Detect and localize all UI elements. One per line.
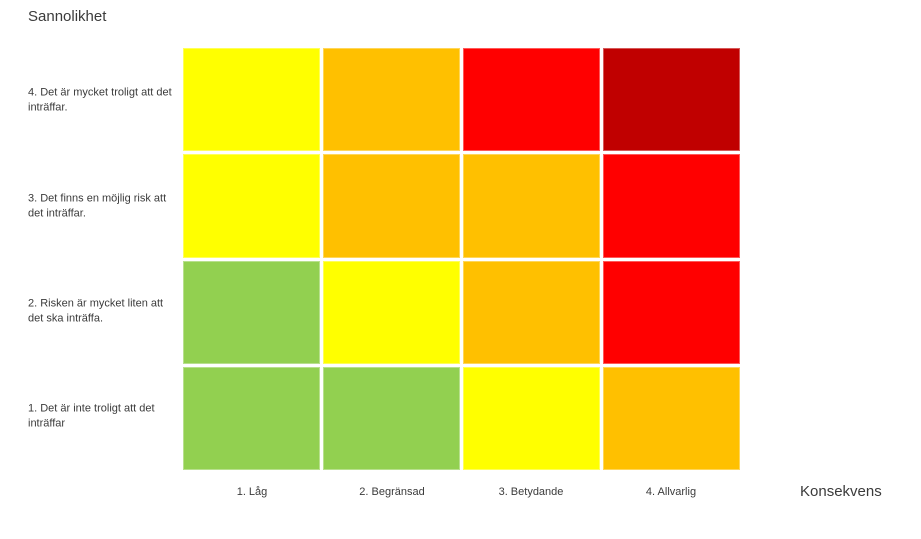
matrix-cell-prob3-cons1 [183, 154, 320, 258]
col-label-consequence-2: 2. Begränsad [359, 486, 425, 498]
col-label-consequence-1: 1. Låg [236, 486, 268, 498]
row-label-probability-4: 4. Det är mycket troligt att det inträff… [28, 86, 172, 114]
matrix-cell-prob4-cons2 [323, 48, 460, 152]
matrix-cell-prob2-cons2 [323, 260, 460, 364]
matrix-cell-prob2-cons1 [183, 260, 320, 364]
matrix-cell-prob1-cons2 [323, 366, 460, 470]
matrix-cell-prob1-cons1 [183, 366, 320, 470]
row-label-probability-1: 1. Det är inte troligt att det inträffar [28, 402, 155, 430]
row-label-probability-2: 2. Risken är mycket liten att det ska in… [28, 297, 164, 325]
matrix-cell-prob4-cons1 [183, 48, 320, 152]
matrix-cell-prob1-cons4 [603, 366, 740, 470]
col-label-consequence-3: 3. Betydande [498, 486, 564, 498]
matrix-cell-prob1-cons3 [463, 366, 600, 470]
matrix-cell-prob4-cons3 [463, 48, 600, 152]
row-label-probability-3: 3. Det finns en möjlig risk att det intr… [28, 192, 167, 220]
matrix-cell-prob4-cons4 [603, 48, 740, 152]
col-label-consequence-4: 4. Allvarlig [645, 486, 697, 498]
matrix-cell-prob3-cons2 [323, 154, 460, 258]
matrix-cell-prob2-cons4 [603, 260, 740, 364]
y-axis-title: Sannolikhet [28, 8, 107, 25]
matrix-cell-prob3-cons4 [603, 154, 740, 258]
matrix-cell-prob3-cons3 [463, 154, 600, 258]
matrix-cell-prob2-cons3 [463, 260, 600, 364]
risk-matrix-grid [183, 48, 740, 470]
x-axis-title: Konsekvens [800, 483, 882, 500]
